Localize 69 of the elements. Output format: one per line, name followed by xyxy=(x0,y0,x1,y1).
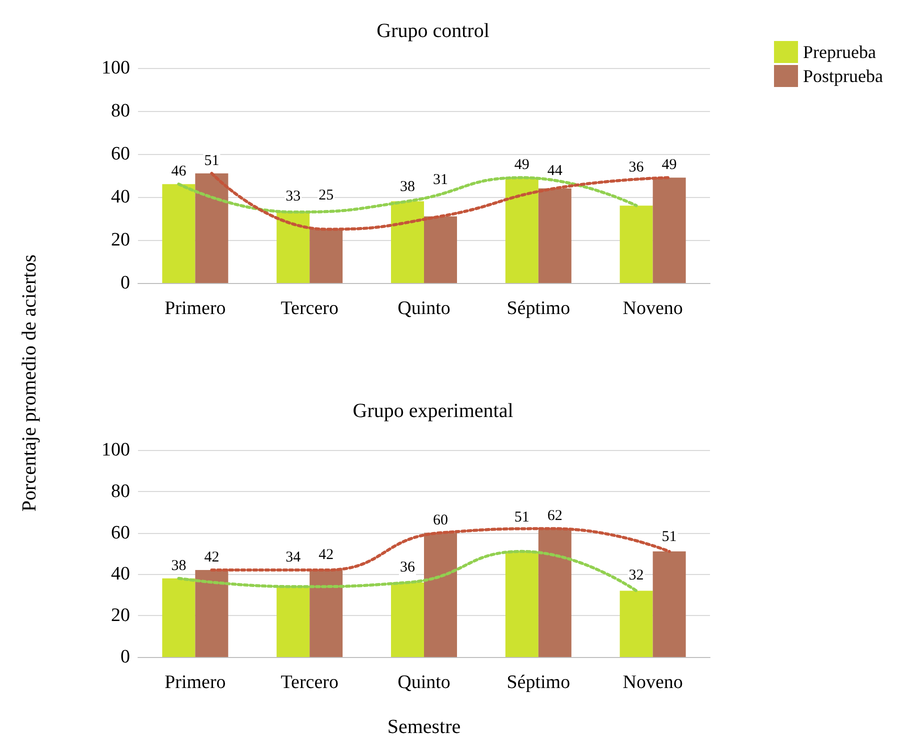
y-tick-label: 0 xyxy=(120,272,130,294)
bar xyxy=(391,201,424,283)
data-label: 42 xyxy=(204,550,220,566)
data-label: 38 xyxy=(171,558,186,574)
bar xyxy=(310,229,343,283)
data-label: 51 xyxy=(662,529,677,546)
data-label: 62 xyxy=(547,508,562,524)
y-tick-label: 80 xyxy=(111,480,130,502)
chart-title: Grupo experimental xyxy=(352,400,514,422)
bar xyxy=(195,570,228,657)
y-tick-label: 40 xyxy=(111,564,130,585)
x-tick-label: Tercero xyxy=(280,298,338,319)
bar xyxy=(276,212,310,283)
bar xyxy=(538,188,572,283)
line-series xyxy=(177,176,638,214)
data-label: 25 xyxy=(318,188,334,204)
bar xyxy=(310,570,343,657)
bar xyxy=(162,578,196,657)
data-label: 36 xyxy=(400,560,416,576)
data-label: 32 xyxy=(628,567,644,584)
chart-title: Grupo control xyxy=(376,20,490,42)
data-label: 49 xyxy=(662,157,677,174)
y-tick-label: 60 xyxy=(111,144,130,164)
data-label: 36 xyxy=(628,159,644,176)
x-tick-label: Tercero xyxy=(280,672,338,693)
legend-label: Preprueba xyxy=(803,42,876,62)
data-label: 33 xyxy=(286,188,301,204)
bar xyxy=(505,178,538,283)
y-tick-label: 80 xyxy=(111,100,130,122)
bar xyxy=(424,532,457,657)
data-label: 31 xyxy=(433,172,448,188)
bar xyxy=(620,590,653,657)
bar xyxy=(620,206,653,283)
y-tick-label: 100 xyxy=(102,440,130,460)
bar xyxy=(391,582,424,657)
x-tick-label: Primero xyxy=(164,298,226,319)
data-label: 44 xyxy=(547,163,563,180)
bar xyxy=(652,178,686,283)
bar xyxy=(195,173,228,283)
data-label: 38 xyxy=(400,179,415,196)
bar xyxy=(276,586,310,657)
data-label: 51 xyxy=(204,152,220,169)
y-tick-label: 60 xyxy=(111,522,130,544)
x-tick-label: Quinto xyxy=(398,298,450,319)
y-tick-label: 100 xyxy=(102,58,130,78)
x-tick-label: Noveno xyxy=(622,298,683,319)
x-tick-label: Séptimo xyxy=(506,298,570,319)
y-tick-label: 0 xyxy=(120,646,130,668)
y-tick-label: 20 xyxy=(111,605,130,626)
data-label: 60 xyxy=(433,512,448,528)
data-label: 49 xyxy=(514,157,530,174)
x-tick-label: Séptimo xyxy=(506,672,570,693)
x-axis-title: Semestre xyxy=(387,716,461,738)
data-label: 46 xyxy=(171,164,187,180)
y-axis-title: Porcentaje promedio de aciertos xyxy=(18,254,42,512)
x-tick-label: Primero xyxy=(164,672,226,693)
bar xyxy=(162,184,196,283)
y-tick-label: 40 xyxy=(111,186,130,208)
data-label: 42 xyxy=(318,546,334,563)
data-label: 34 xyxy=(286,550,302,566)
bar xyxy=(424,216,457,283)
legend-label: Postprueba xyxy=(803,66,884,86)
bar xyxy=(652,551,686,657)
y-tick-label: 20 xyxy=(111,230,130,250)
x-tick-label: Quinto xyxy=(398,672,450,693)
bar xyxy=(538,528,572,657)
x-tick-label: Noveno xyxy=(622,672,683,693)
bar xyxy=(505,551,538,657)
data-label: 51 xyxy=(514,510,530,526)
